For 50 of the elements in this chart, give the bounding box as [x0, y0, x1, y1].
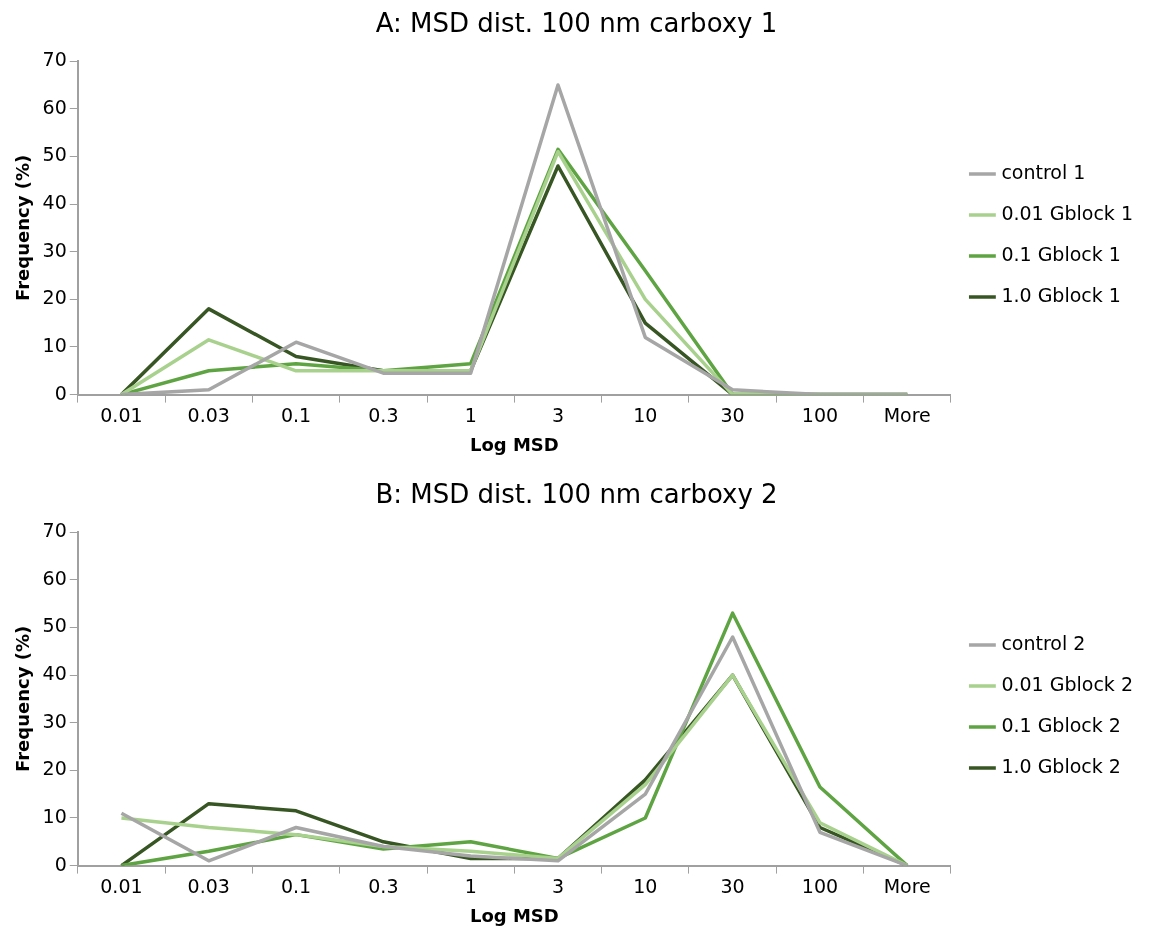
x-tick-label: More	[883, 874, 931, 897]
y-tick-label: 20	[42, 286, 67, 309]
y-tick-label: 10	[42, 333, 67, 356]
y-tick-label: 70	[42, 48, 67, 71]
y-axis-title: Frequency (%)	[12, 625, 34, 772]
x-tick-label: 10	[633, 874, 658, 897]
y-axis-title: Frequency (%)	[12, 154, 34, 301]
legend-label: control 1	[1001, 160, 1086, 183]
y-tick-label: 10	[42, 804, 67, 827]
x-tick-label: 3	[551, 403, 565, 426]
x-tick-label: 100	[801, 403, 839, 426]
legend-label: 0.01 Gblock 1	[1001, 201, 1133, 224]
y-tick-label: 0	[54, 381, 67, 404]
x-axis-title: Log MSD	[469, 904, 559, 926]
x-tick-label: 0.3	[368, 403, 399, 426]
legend-label: 1.0 Gblock 2	[1001, 754, 1121, 777]
y-tick-label: 70	[42, 519, 67, 542]
x-axis-title: Log MSD	[469, 433, 559, 455]
legend-label: control 2	[1001, 631, 1086, 654]
x-tick-label: 100	[801, 874, 839, 897]
y-tick-label: 30	[42, 238, 67, 261]
x-tick-label: 30	[720, 403, 745, 426]
y-tick-label: 20	[42, 757, 67, 780]
x-tick-label: 0.01	[100, 874, 143, 897]
x-tick-label: 30	[720, 874, 745, 897]
legend-label: 1.0 Gblock 1	[1001, 283, 1121, 306]
x-tick-label: 0.03	[187, 874, 230, 897]
legend-label: 0.01 Gblock 2	[1001, 672, 1133, 695]
y-tick-label: 50	[42, 143, 67, 166]
x-tick-label: 3	[551, 874, 565, 897]
x-tick-label: 1	[464, 874, 477, 897]
y-tick-label: 40	[42, 191, 67, 214]
x-tick-label: 0.1	[280, 874, 312, 897]
x-tick-label: 1	[464, 403, 477, 426]
chart-title: A: MSD dist. 100 nm carboxy 1	[375, 8, 778, 39]
x-tick-label: 0.3	[368, 874, 399, 897]
chart-title: B: MSD dist. 100 nm carboxy 2	[375, 479, 778, 510]
legend-label: 0.1 Gblock 2	[1001, 713, 1121, 736]
y-tick-label: 0	[54, 852, 67, 875]
x-tick-label: More	[883, 403, 931, 426]
x-tick-label: 10	[633, 403, 658, 426]
x-tick-label: 0.03	[187, 403, 230, 426]
y-tick-label: 60	[42, 95, 67, 118]
y-tick-label: 60	[42, 566, 67, 589]
legend-label: 0.1 Gblock 1	[1001, 242, 1121, 265]
y-tick-label: 30	[42, 709, 67, 732]
y-tick-label: 50	[42, 614, 67, 637]
x-tick-label: 0.01	[100, 403, 143, 426]
x-tick-label: 0.1	[280, 403, 312, 426]
y-tick-label: 40	[42, 662, 67, 685]
